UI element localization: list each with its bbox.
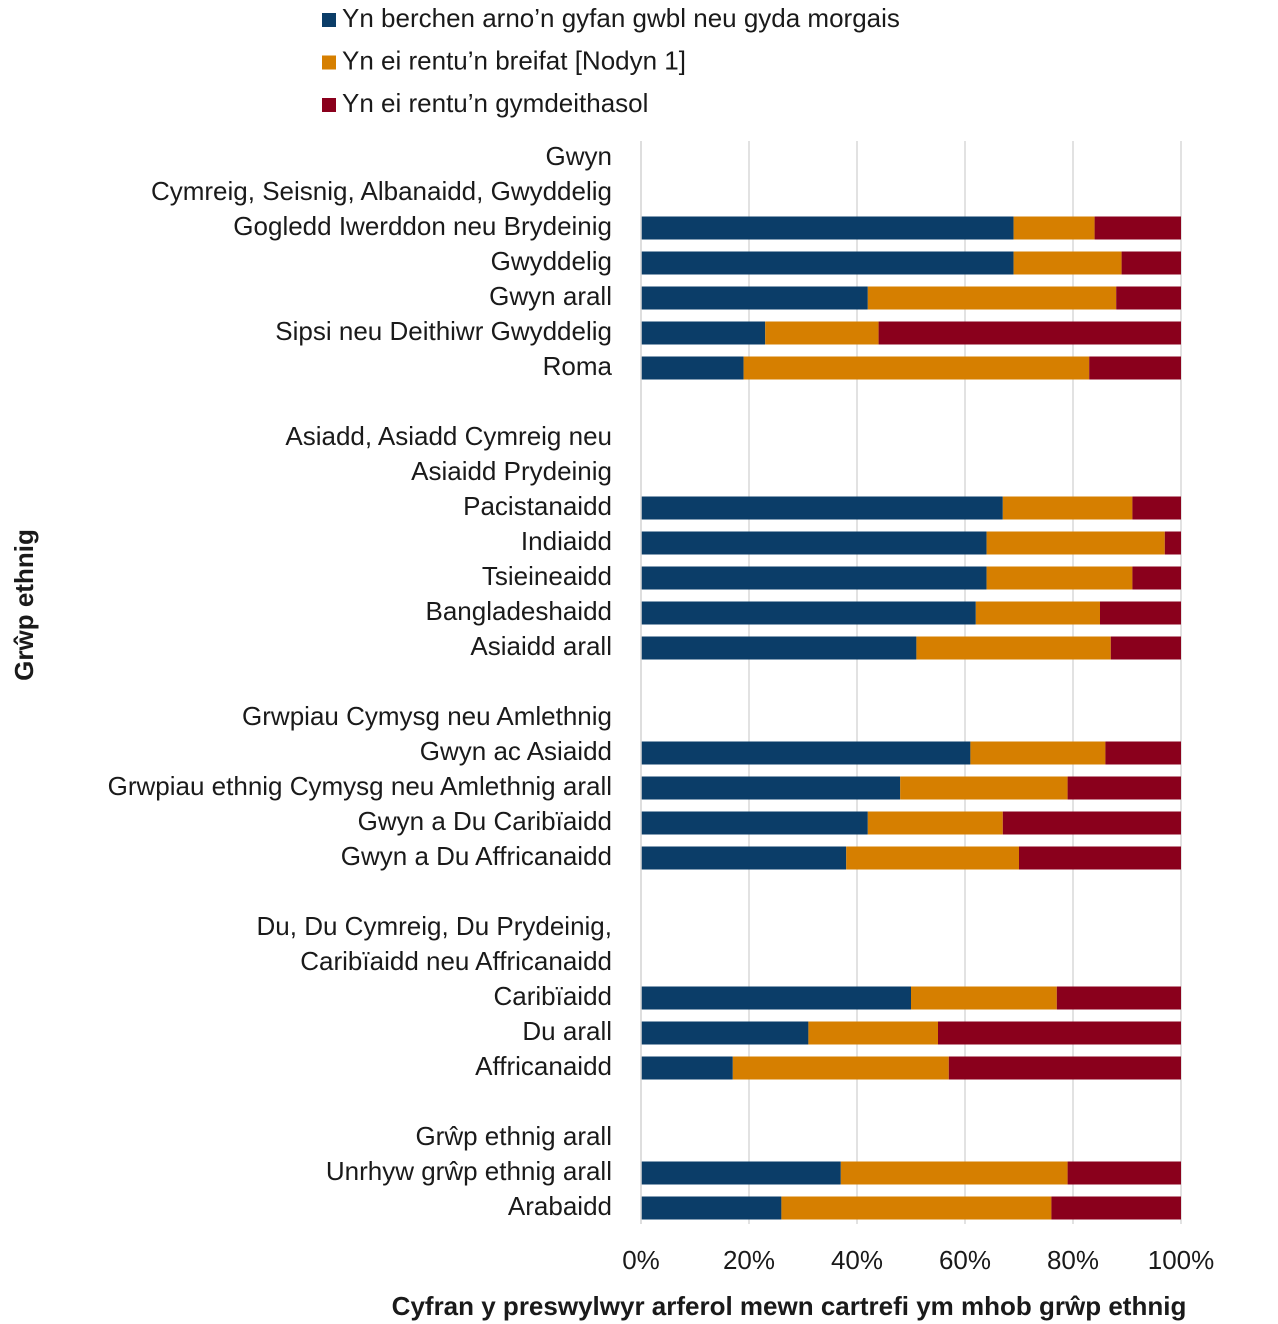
bar-segment [840, 1161, 1068, 1185]
x-tick-label: 40% [831, 1245, 883, 1275]
bar-segment [1051, 1196, 1181, 1220]
x-tick-label: 80% [1047, 1245, 1099, 1275]
bar-segment [1013, 251, 1122, 275]
bar-segment [641, 356, 744, 380]
y-tick-label: Gwyn a Du Caribïaidd [358, 806, 612, 836]
bar-segment [1164, 531, 1181, 555]
y-tick-label: Cymreig, Seisnig, Albanaidd, Gwyddelig [151, 176, 612, 206]
y-tick-label: Asiaidd arall [470, 631, 612, 661]
bar-segment [641, 1056, 733, 1080]
y-tick-label: Grwpiau Cymysg neu Amlethnig [242, 701, 612, 731]
x-axis-label: Cyfran y preswylwyr arferol mewn cartref… [392, 1291, 1187, 1321]
y-tick-label: Pacistanaidd [463, 491, 612, 521]
bar-segment [1019, 846, 1181, 870]
bar-segment [975, 601, 1100, 625]
bar-segment [1002, 496, 1133, 520]
y-tick-label: Du, Du Cymreig, Du Prydeinig, [257, 911, 612, 941]
bar-segment [641, 601, 976, 625]
bar-segment [867, 811, 1003, 835]
x-tick-label: 20% [723, 1245, 775, 1275]
bar-segment [641, 1161, 841, 1185]
legend-label: Yn berchen arno’n gyfan gwbl neu gyda mo… [342, 3, 900, 33]
bar-segment [970, 741, 1106, 765]
bar-segment [641, 636, 917, 660]
bar-segment [1100, 601, 1181, 625]
bar-segment [1116, 286, 1181, 310]
y-tick-label: Caribïaidd [493, 981, 612, 1011]
bar-segment [641, 741, 971, 765]
bar-segment [641, 496, 1003, 520]
x-tick-label: 100% [1148, 1245, 1215, 1275]
y-tick-label: Gwyddelig [491, 246, 612, 276]
bar-segment [1013, 216, 1095, 240]
y-tick-label: Du arall [522, 1016, 612, 1046]
y-tick-label: Grŵp ethnig arall [415, 1121, 612, 1151]
bar-segment [1121, 251, 1181, 275]
bar-segment [1094, 216, 1181, 240]
y-tick-label: Tsieineaidd [482, 561, 612, 591]
legend-label: Yn ei rentu’n breifat [Nodyn 1] [342, 45, 686, 75]
bar-segment [641, 986, 911, 1010]
y-tick-label: Indiaidd [521, 526, 612, 556]
bar-segment [986, 531, 1165, 555]
bar-segment [641, 1196, 782, 1220]
bar-segment [641, 286, 868, 310]
bar-segment [878, 321, 1181, 345]
legend-label: Yn ei rentu’n gymdeithasol [342, 88, 648, 118]
bar-segment [1105, 741, 1181, 765]
bar-segment [1002, 811, 1181, 835]
bar-segment [641, 216, 1014, 240]
bar-segment [781, 1196, 1052, 1220]
y-tick-label: Affricanaidd [475, 1051, 612, 1081]
y-tick-label: Caribïaidd neu Affricanaidd [300, 946, 612, 976]
bar-segment [1132, 496, 1181, 520]
y-tick-label: Gogledd Iwerddon neu Brydeinig [233, 211, 612, 241]
y-tick-label: Unrhyw grŵp ethnig arall [326, 1156, 612, 1186]
x-tick-label: 60% [939, 1245, 991, 1275]
y-tick-label: Sipsi neu Deithiwr Gwyddelig [275, 316, 612, 346]
bar-segment [732, 1056, 949, 1080]
bar-segment [911, 986, 1057, 1010]
y-tick-label: Gwyn [546, 141, 612, 171]
y-tick-label: Roma [543, 351, 613, 381]
bar-segment [867, 286, 1117, 310]
bar-segment [1089, 356, 1181, 380]
bar-segment [765, 321, 879, 345]
bar-segment [900, 776, 1068, 800]
bar-segment [641, 811, 868, 835]
bar-segment [916, 636, 1111, 660]
bar-segment [641, 566, 987, 590]
bar-segment [743, 356, 1090, 380]
bar-segment [641, 1021, 809, 1045]
y-tick-label: Gwyn a Du Affricanaidd [341, 841, 612, 871]
x-tick-label: 0% [622, 1245, 660, 1275]
bar-segment [1110, 636, 1181, 660]
y-tick-label: Arabaidd [508, 1191, 612, 1221]
bar-segment [1067, 1161, 1181, 1185]
bar-segment [938, 1021, 1181, 1045]
bar-segment [641, 776, 901, 800]
bar-segment [641, 531, 987, 555]
bar-segment [1056, 986, 1181, 1010]
bar-segment [641, 251, 1014, 275]
y-tick-label: Gwyn ac Asiaidd [420, 736, 612, 766]
bar-segment [808, 1021, 938, 1045]
y-tick-label: Grwpiau ethnig Cymysg neu Amlethnig aral… [108, 771, 612, 801]
bar-segment [948, 1056, 1181, 1080]
y-tick-label: Asiadd, Asiadd Cymreig neu [285, 421, 612, 451]
y-tick-label: Gwyn arall [489, 281, 612, 311]
bar-segment [1132, 566, 1181, 590]
legend-swatch [322, 55, 336, 70]
bar-segment [846, 846, 1019, 870]
legend-swatch [322, 13, 336, 27]
y-tick-label: Asiaidd Prydeinig [411, 456, 612, 486]
bar-segment [1067, 776, 1181, 800]
bar-segment [641, 846, 847, 870]
bar-segment [641, 321, 766, 345]
y-axis-label: Grŵp ethnig [9, 529, 39, 681]
bar-segment [986, 566, 1133, 590]
y-tick-label: Bangladeshaidd [426, 596, 613, 626]
legend-swatch [322, 98, 336, 112]
